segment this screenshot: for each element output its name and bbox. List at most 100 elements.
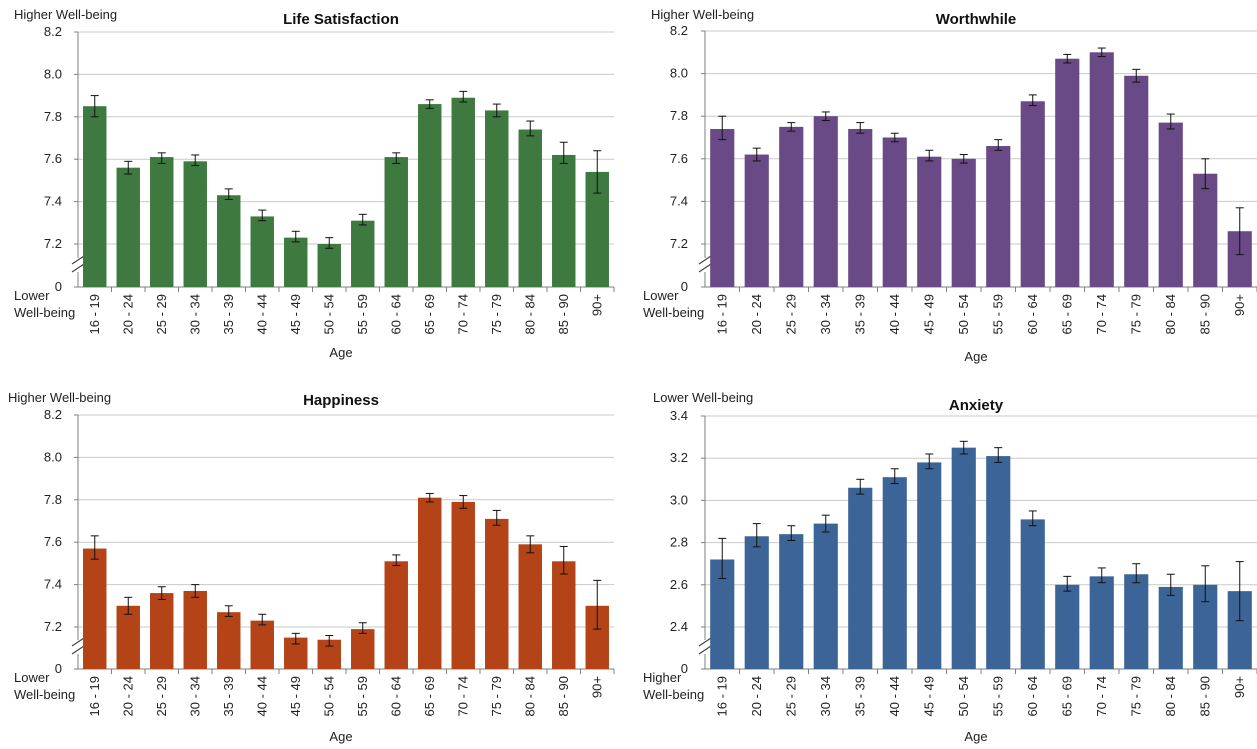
chart-title: Life Satisfaction xyxy=(283,11,399,28)
x-tick-label: 45 - 49 xyxy=(288,294,303,334)
bar-50-54 xyxy=(951,447,976,669)
y-tick-label: 7.8 xyxy=(44,492,62,507)
y-tick-label: 7.8 xyxy=(44,109,62,124)
y-tick-label: 3.0 xyxy=(670,492,688,507)
x-tick-label: 70 - 74 xyxy=(455,294,470,334)
x-tick-label: 16 - 19 xyxy=(714,676,729,716)
x-tick-label: 45 - 49 xyxy=(921,294,936,334)
x-tick-label: 75 - 79 xyxy=(1128,676,1143,716)
y-tick-label: 8.2 xyxy=(670,23,688,38)
chart-panel-4: 3.4 3.2 3.0 2.8 2.6 2.4 0 16 - 19 20 - 24 25 - 29… xyxy=(643,390,1257,744)
bar-30-34 xyxy=(183,161,207,287)
x-tick-label: 65 - 69 xyxy=(1059,676,1074,716)
bar-35-39 xyxy=(848,487,873,669)
bar-40-44 xyxy=(882,137,907,287)
x-tick-label: 60 - 64 xyxy=(1025,676,1040,716)
x-tick-label: 90+ xyxy=(1232,676,1247,698)
x-tick-label: 65 - 69 xyxy=(1059,294,1074,334)
x-tick-label: 25 - 29 xyxy=(154,294,169,334)
x-tick-label: 85 - 90 xyxy=(1197,676,1212,716)
x-tick-label: 60 - 64 xyxy=(388,676,403,716)
y-tick-label: 2.4 xyxy=(670,619,688,634)
top-axis-note: Lower Well-being xyxy=(653,390,753,405)
x-tick-label: 40 - 44 xyxy=(887,294,902,334)
bar-65-69 xyxy=(418,104,442,287)
x-tick-label: 55 - 59 xyxy=(355,294,370,334)
x-tick-label: 80 - 84 xyxy=(1163,676,1178,716)
bar-55-59 xyxy=(351,629,375,669)
bottom-axis-note-line2: Well-being xyxy=(643,305,704,320)
y-tick-label: 7.6 xyxy=(670,151,688,166)
chart-panel-3: 8.2 8.0 7.8 7.6 7.4 7.2 0 16 - 19 20 - 24 25 - 29… xyxy=(8,390,615,744)
x-tick-label: 90+ xyxy=(1232,294,1247,316)
bar-25-29 xyxy=(779,534,804,669)
x-tick-label: 20 - 24 xyxy=(120,294,135,334)
bar-75-79 xyxy=(1124,574,1149,669)
bar-85-90 xyxy=(1193,173,1218,287)
bar-65-69 xyxy=(1055,58,1080,287)
y-tick-label: 7.6 xyxy=(44,534,62,549)
axis-break-icon xyxy=(71,255,85,273)
x-tick-label: 35 - 39 xyxy=(852,676,867,716)
x-tick-label: 75 - 79 xyxy=(489,294,504,334)
bar-80-84 xyxy=(518,544,542,669)
bar-35-39 xyxy=(217,195,241,287)
bar-30-34 xyxy=(813,523,838,669)
y-tick-label: 7.4 xyxy=(44,194,62,209)
x-tick-label: 45 - 49 xyxy=(288,676,303,716)
bar-80-84 xyxy=(518,129,542,287)
x-tick-label: 16 - 19 xyxy=(714,294,729,334)
x-tick-label: 25 - 29 xyxy=(783,294,798,334)
bar-75-79 xyxy=(485,110,509,287)
bar-40-44 xyxy=(250,620,274,669)
bar-16-19 xyxy=(710,128,735,287)
x-tick-label: 60 - 64 xyxy=(388,294,403,334)
bar-40-44 xyxy=(882,477,907,669)
top-axis-note: Higher Well-being xyxy=(651,7,754,22)
x-tick-label: 20 - 24 xyxy=(749,294,764,334)
x-tick-label: 90+ xyxy=(589,294,604,316)
x-tick-label: 85 - 90 xyxy=(1197,294,1212,334)
x-tick-label: 30 - 34 xyxy=(818,294,833,334)
bar-50-54 xyxy=(317,639,341,669)
chart-title: Happiness xyxy=(303,392,379,409)
y-tick-label: 3.2 xyxy=(670,450,688,465)
bar-25-29 xyxy=(779,126,804,287)
chart-panel-2: 8.2 8.0 7.8 7.6 7.4 7.2 0 16 - 19 20 - 24 25 - 29… xyxy=(643,7,1257,364)
bar-20-24 xyxy=(744,154,769,287)
bar-65-69 xyxy=(418,497,442,669)
y-axis-zero-label: 0 xyxy=(55,279,62,294)
bar-60-64 xyxy=(1020,101,1045,287)
bar-40-44 xyxy=(250,216,274,287)
y-tick-label: 7.6 xyxy=(44,151,62,166)
x-tick-label: 50 - 54 xyxy=(321,676,336,716)
bottom-axis-note-line2: Well-being xyxy=(14,687,75,702)
x-tick-label: 70 - 74 xyxy=(1094,294,1109,334)
bar-70-74 xyxy=(451,501,475,669)
bar-60-64 xyxy=(1020,519,1045,669)
y-tick-label: 7.4 xyxy=(670,193,688,208)
bar-90+ xyxy=(585,171,609,287)
x-tick-label: 45 - 49 xyxy=(921,676,936,716)
bar-35-39 xyxy=(217,612,241,669)
bar-45-49 xyxy=(917,462,942,669)
bar-70-74 xyxy=(451,97,475,287)
x-tick-label: 75 - 79 xyxy=(1128,294,1143,334)
y-tick-label: 7.2 xyxy=(670,236,688,251)
x-tick-label: 20 - 24 xyxy=(120,676,135,716)
bar-50-54 xyxy=(317,244,341,287)
x-tick-label: 65 - 69 xyxy=(422,676,437,716)
x-tick-label: 80 - 84 xyxy=(1163,294,1178,334)
x-tick-label: 80 - 84 xyxy=(522,676,537,716)
x-tick-label: 65 - 69 xyxy=(422,294,437,334)
bar-20-24 xyxy=(116,605,140,669)
x-tick-label: 30 - 34 xyxy=(187,676,202,716)
axis-break-icon xyxy=(698,637,712,655)
y-axis-zero-label: 0 xyxy=(681,279,688,294)
bar-45-49 xyxy=(284,637,308,669)
bar-25-29 xyxy=(150,593,174,669)
x-tick-label: 16 - 19 xyxy=(87,676,102,716)
axis-break-icon xyxy=(71,637,85,655)
y-tick-label: 7.8 xyxy=(670,108,688,123)
